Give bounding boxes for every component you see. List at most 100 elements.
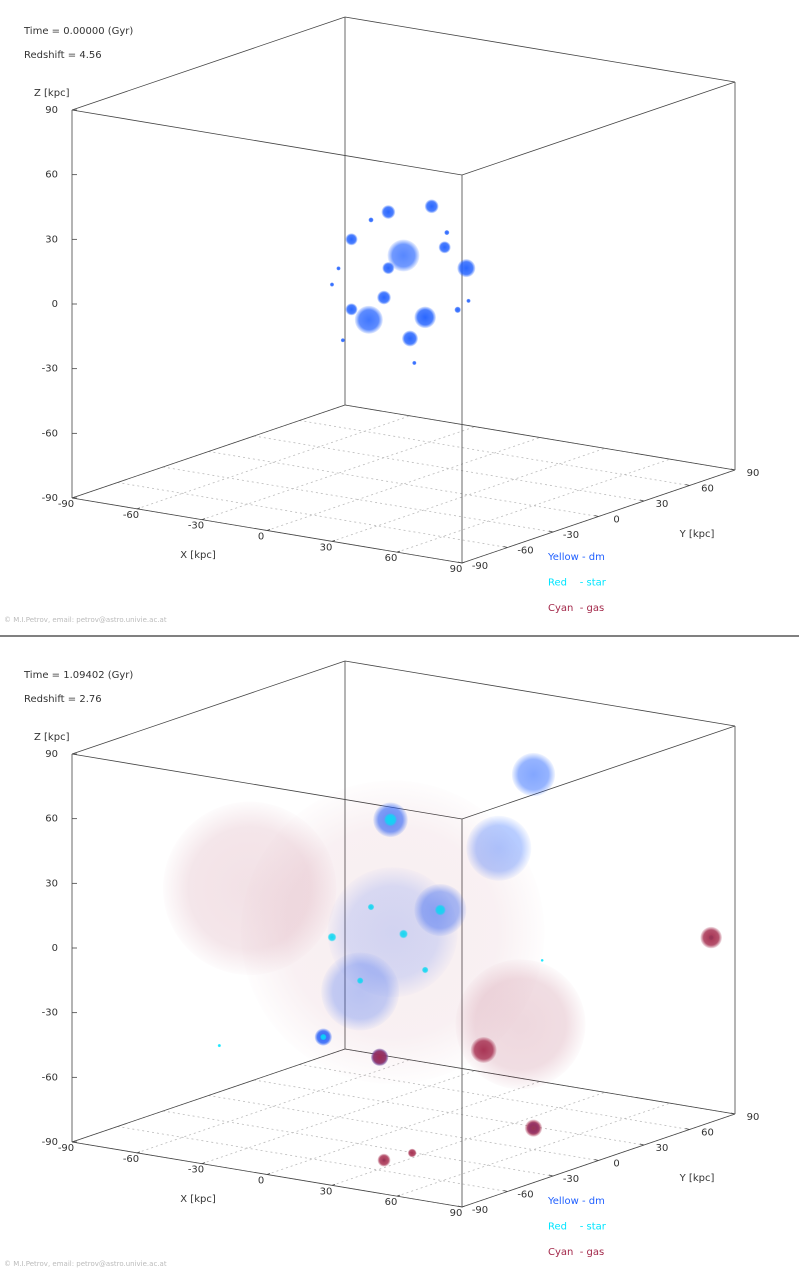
grid-line [266, 437, 541, 531]
particle-blob [444, 229, 450, 236]
grid-line [117, 1126, 508, 1192]
y-tick-label: 60 [701, 484, 714, 495]
x-tick [331, 1183, 336, 1186]
z-tick-label: -60 [42, 1072, 58, 1083]
x-tick [461, 561, 466, 564]
particle-blob [371, 1048, 389, 1066]
z-tick-label: 0 [52, 299, 58, 310]
particle-blob [368, 217, 374, 223]
box-edge [344, 660, 736, 727]
particle-blob [345, 303, 358, 316]
panel: -90 -60 -30 0 30 60 90 -90 -60 -30 0 30 60 90 -90 -60 -3… [4, 660, 760, 1268]
legend-entry: Yellow - dm [547, 1196, 605, 1207]
box-edge [71, 404, 346, 499]
grid-line [253, 1079, 645, 1146]
x-tick-label: -30 [188, 1165, 204, 1176]
particle-blob [382, 262, 395, 275]
z-axis-label: Z [kpc] [34, 88, 70, 99]
particle-blob [438, 241, 451, 254]
y-tick-label: 90 [747, 1112, 760, 1123]
particle-blob [377, 1153, 391, 1167]
particle-blob [457, 259, 476, 278]
footer: © M.I.Petrov, email: petrov@astro.univie… [4, 1260, 167, 1268]
x-tick [396, 1194, 401, 1197]
x-tick-label: 0 [258, 1176, 264, 1187]
x-tick [266, 529, 271, 531]
z-tick-label: -90 [42, 493, 58, 504]
particle-blob [511, 752, 556, 797]
box-edge [461, 81, 736, 176]
grid-line [331, 447, 606, 542]
y-tick [503, 546, 508, 548]
particle-blob [454, 306, 461, 314]
x-tick-label: 60 [385, 553, 398, 564]
grid-line [117, 482, 508, 548]
z-tick-label: 30 [45, 234, 58, 245]
box-edge [71, 1048, 346, 1143]
y-tick-label: 0 [613, 515, 619, 526]
x-tick-label: 60 [385, 1197, 398, 1208]
particle-blob [345, 233, 358, 246]
grid-line [396, 458, 671, 553]
x-tick [71, 496, 76, 499]
annotation: Time = 1.09402 (Gyr) [23, 670, 133, 681]
x-tick [201, 518, 206, 521]
grid-line [331, 1091, 606, 1186]
y-tick-label: 60 [701, 1128, 714, 1139]
z-tick-label: 30 [45, 878, 58, 889]
z-tick-label: 60 [45, 814, 58, 825]
y-tick-label: 30 [656, 499, 669, 510]
y-tick [594, 515, 599, 517]
box-edge [71, 109, 463, 176]
box-edge [344, 404, 736, 471]
z-tick-label: -30 [42, 1008, 58, 1019]
particle-blob [387, 239, 420, 272]
particle-blob [354, 305, 383, 334]
y-tick [548, 1174, 554, 1177]
particle-blob [217, 1043, 222, 1048]
y-tick-label: -60 [517, 546, 533, 557]
y-tick [457, 561, 463, 564]
grid-line [253, 435, 645, 502]
particle-blob [163, 801, 337, 975]
legend-entry: Red - star [548, 578, 607, 589]
particle-blob [381, 205, 396, 219]
x-tick [71, 1140, 76, 1143]
x-tick-label: -60 [123, 510, 139, 521]
particle-blob [424, 199, 439, 214]
x-tick [461, 1205, 466, 1208]
x-tick-label: -60 [123, 1154, 139, 1165]
x-tick [396, 550, 401, 553]
y-tick [594, 1159, 599, 1161]
x-tick [136, 1151, 141, 1154]
z-tick-label: 90 [45, 749, 58, 760]
particle-blob [455, 959, 586, 1090]
box-edge [71, 16, 346, 111]
grid-line [208, 1095, 599, 1161]
grid-line [266, 1081, 541, 1175]
particle-blob [401, 330, 419, 347]
y-tick [639, 499, 645, 502]
x-tick [266, 1173, 271, 1175]
y-tick-label: 0 [613, 1159, 619, 1170]
annotation: Redshift = 4.56 [24, 50, 102, 61]
z-tick-label: -60 [42, 428, 58, 439]
y-tick [548, 530, 554, 533]
z-tick-label: 60 [45, 170, 58, 181]
x-tick-label: 90 [450, 1208, 463, 1219]
z-tick-label: -90 [42, 1137, 58, 1148]
x-tick-label: 30 [320, 542, 333, 553]
y-tick [639, 1143, 645, 1146]
footer: © M.I.Petrov, email: petrov@astro.univie… [4, 616, 167, 624]
legend-entry: Cyan - gas [548, 1247, 604, 1258]
y-tick-label: -30 [563, 530, 579, 541]
y-tick-label: -90 [472, 1205, 488, 1216]
grid-line [396, 1102, 671, 1197]
y-tick [503, 1190, 508, 1192]
particle-blob [466, 298, 471, 304]
grid-line [299, 420, 690, 486]
y-tick-label: -30 [563, 1174, 579, 1185]
x-tick-label: -30 [188, 521, 204, 532]
particle-blob [414, 306, 436, 329]
box-edge [71, 660, 346, 755]
